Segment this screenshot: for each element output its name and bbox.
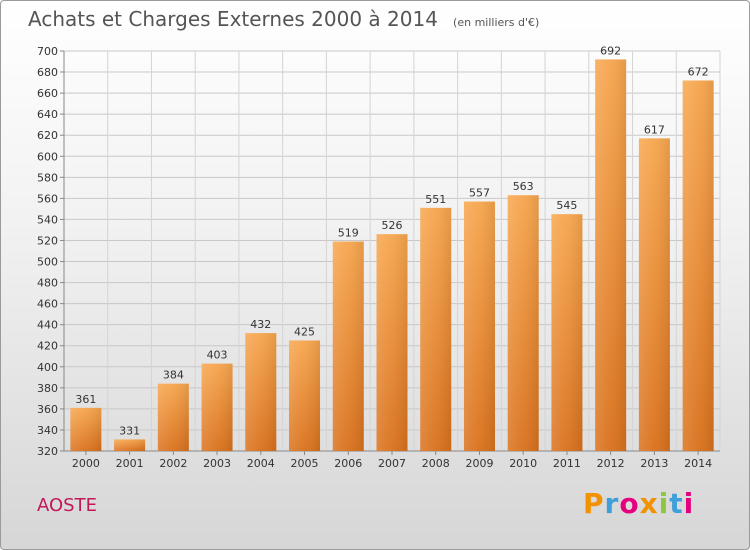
y-tick-label: 680 [37,66,58,79]
y-tick-label: 480 [37,277,58,290]
logo-letter: x [639,487,659,520]
value-label-2010: 563 [513,180,534,193]
bar-shade-2013 [638,138,670,452]
bar-shade-2008 [420,207,452,451]
value-label-2002: 384 [163,369,184,382]
value-label-2004: 432 [250,318,271,331]
x-tick-label-2007: 2007 [378,457,406,470]
y-tick-label: 580 [37,171,58,184]
x-tick-label-2006: 2006 [334,457,362,470]
x-tick-label-2013: 2013 [640,457,668,470]
chart-subtitle: (en milliers d'€) [453,16,540,29]
x-tick-label-2008: 2008 [422,457,450,470]
bar-shade-2014 [682,80,714,451]
y-tick-label: 380 [37,382,58,395]
y-tick-label: 360 [37,403,58,416]
y-tick-label: 600 [37,150,58,163]
bar-shade-2010 [507,195,539,451]
title-row: Achats et Charges Externes 2000 à 2014 (… [28,7,539,31]
bar-shade-2006 [332,241,364,451]
value-label-2013: 617 [644,123,665,136]
bar-shade-2003 [201,363,233,451]
value-label-2006: 519 [338,227,359,240]
x-tick-label-2004: 2004 [247,457,275,470]
y-tick-label: 640 [37,108,58,121]
value-label-2003: 403 [207,349,228,362]
chart-title: Achats et Charges Externes 2000 à 2014 [28,7,438,31]
labels: 320 340 360 380 400 420 440 460 480 500 520 540 560 5… [37,44,712,470]
value-label-2005: 425 [294,325,315,338]
bars [70,59,714,452]
logo-letter: r [604,487,620,520]
bar-shade-2011 [551,214,583,451]
value-label-2014: 672 [688,65,709,78]
bar-shade-2002 [157,383,189,451]
y-tick-label: 340 [37,424,58,437]
x-tick-label-2010: 2010 [509,457,537,470]
bar-shade-2000 [70,407,102,451]
value-label-2007: 526 [382,219,403,232]
bar-shade-2009 [463,201,495,451]
value-label-2009: 557 [469,187,490,200]
bar-shade-2012 [595,59,627,451]
x-tick-label-2009: 2009 [465,457,493,470]
y-tick-label: 420 [37,340,58,353]
proxiti-logo[interactable]: Proxiti [583,487,694,520]
bar-shade-2004 [245,333,277,451]
y-tick-label: 500 [37,256,58,269]
value-label-2001: 331 [119,424,140,437]
y-tick-label: 660 [37,87,58,100]
y-tick-label: 620 [37,129,58,142]
x-tick-label-2011: 2011 [553,457,581,470]
bar-shade-2007 [376,234,408,451]
x-tick-label-2000: 2000 [72,457,100,470]
value-label-2008: 551 [425,193,446,206]
x-tick-label-2001: 2001 [116,457,144,470]
value-label-2011: 545 [556,199,577,212]
value-label-2000: 361 [75,393,96,406]
logo-letter: i [683,487,695,520]
x-tick-label-2003: 2003 [203,457,231,470]
commune-name: AOSTE [37,495,97,516]
y-tick-label: 400 [37,361,58,374]
y-tick-label: 520 [37,234,58,247]
logo-letter: t [669,487,684,520]
x-tick-label-2005: 2005 [291,457,319,470]
logo-letter: P [583,487,605,520]
y-tick-label: 700 [37,45,58,58]
y-tick-label: 320 [37,445,58,458]
logo-letter: o [619,487,640,520]
logo-letter: i [658,487,670,520]
y-tick-label: 560 [37,192,58,205]
y-tick-label: 540 [37,213,58,226]
y-tick-label: 440 [37,319,58,332]
y-tick-label: 460 [37,298,58,311]
x-tick-label-2014: 2014 [684,457,712,470]
value-label-2012: 692 [600,44,621,57]
bar-shade-2005 [289,340,321,451]
x-tick-label-2012: 2012 [597,457,625,470]
bar-shade-2001 [114,439,146,451]
x-tick-label-2002: 2002 [159,457,187,470]
